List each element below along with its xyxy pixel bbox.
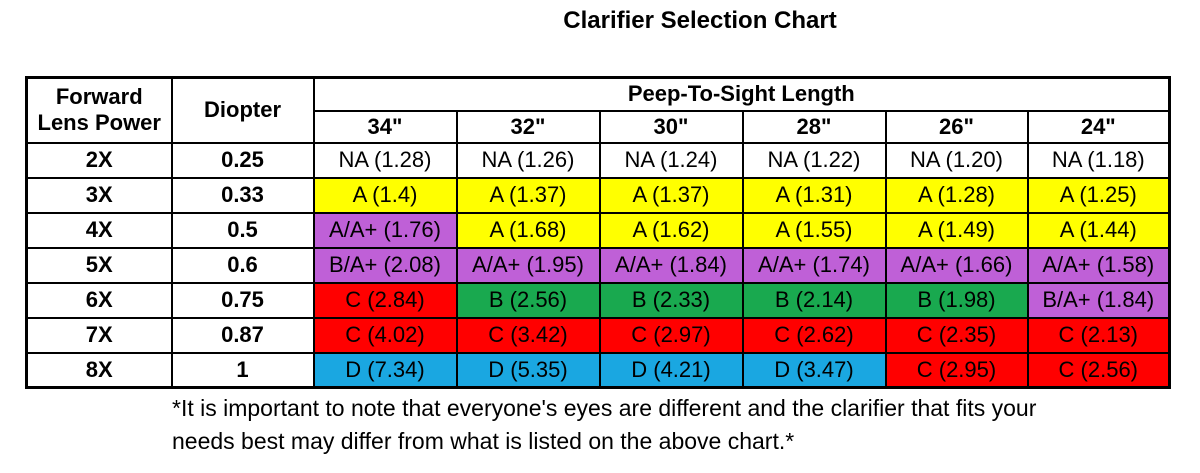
value-cell: A/A+ (1.74) bbox=[741, 246, 887, 284]
value-cell: NA (1.22) bbox=[741, 141, 887, 179]
value-cell: C (2.97) bbox=[598, 316, 744, 354]
value-cell: B/A+ (2.08) bbox=[312, 246, 458, 284]
diopter-cell: 1 bbox=[170, 351, 315, 389]
value-cell: D (3.47) bbox=[741, 351, 887, 389]
power-cell: 2X bbox=[25, 141, 173, 179]
value-cell: C (4.02) bbox=[312, 316, 458, 354]
length-col-30: 30" bbox=[598, 109, 744, 144]
power-cell: 3X bbox=[25, 176, 173, 214]
forward-lens-power-line1: Forward bbox=[55, 83, 143, 109]
value-cell: A (1.25) bbox=[1026, 176, 1171, 214]
footnote-line2: needs best may differ from what is liste… bbox=[172, 428, 795, 454]
value-cell: C (2.35) bbox=[884, 316, 1029, 354]
length-col-26: 26" bbox=[884, 109, 1029, 144]
power-cell: 6X bbox=[25, 281, 173, 319]
header-row-lengths: 34" 32" 30" 28" 26" 24" bbox=[27, 109, 1171, 144]
value-cell: NA (1.18) bbox=[1026, 141, 1171, 179]
diopter-cell: 0.75 bbox=[170, 281, 315, 319]
value-cell: A/A+ (1.95) bbox=[455, 246, 601, 284]
value-cell: D (7.34) bbox=[312, 351, 458, 389]
table-row: 3X 0.33 A (1.4) A (1.37) A (1.37) A (1.31) A… bbox=[25, 176, 1171, 214]
power-cell: 4X bbox=[25, 211, 173, 249]
table-row: 4X 0.5 A/A+ (1.76) A (1.68) A (1.62) A (1.5… bbox=[25, 211, 1171, 249]
value-cell: A (1.55) bbox=[741, 211, 887, 249]
value-cell: B (1.98) bbox=[884, 281, 1029, 319]
value-cell: D (5.35) bbox=[455, 351, 601, 389]
value-cell: C (2.13) bbox=[1026, 316, 1171, 354]
power-cell: 7X bbox=[25, 316, 173, 354]
forward-lens-power-header: Forward Lens Power bbox=[25, 76, 173, 144]
value-cell: A (1.28) bbox=[884, 176, 1029, 214]
value-cell: C (2.62) bbox=[741, 316, 887, 354]
diopter-header: Diopter bbox=[170, 76, 315, 144]
value-cell: NA (1.26) bbox=[455, 141, 601, 179]
length-col-24: 24" bbox=[1026, 109, 1171, 144]
value-cell: A (1.37) bbox=[455, 176, 601, 214]
value-cell: A (1.44) bbox=[1026, 211, 1171, 249]
power-cell: 8X bbox=[25, 351, 173, 389]
value-cell: A (1.37) bbox=[598, 176, 744, 214]
footnote: *It is important to note that everyone's… bbox=[172, 392, 1036, 458]
header-row-group: Forward Lens Power Diopter Peep-To-Sight… bbox=[25, 76, 1171, 144]
value-cell: A (1.4) bbox=[312, 176, 458, 214]
diopter-cell: 0.25 bbox=[170, 141, 315, 179]
length-col-28: 28" bbox=[741, 109, 887, 144]
value-cell: NA (1.24) bbox=[598, 141, 744, 179]
table-row: 7X 0.87 C (4.02) C (3.42) C (2.97) C (2.62)… bbox=[25, 316, 1171, 354]
peep-to-sight-length-header: Peep-To-Sight Length bbox=[312, 76, 1171, 112]
table-row: 5X 0.6 B/A+ (2.08) A/A+ (1.95) A/A+ (1.84)… bbox=[25, 246, 1171, 284]
value-cell: A (1.68) bbox=[455, 211, 601, 249]
value-cell: A/A+ (1.66) bbox=[884, 246, 1029, 284]
value-cell: C (2.84) bbox=[312, 281, 458, 319]
diopter-cell: 0.33 bbox=[170, 176, 315, 214]
value-cell: B (2.33) bbox=[598, 281, 744, 319]
table-row: 6X 0.75 C (2.84) B (2.56) B (2.33) B (2.14)… bbox=[25, 281, 1171, 319]
value-cell: NA (1.28) bbox=[312, 141, 458, 179]
length-col-32: 32" bbox=[455, 109, 601, 144]
footnote-line1: *It is important to note that everyone's… bbox=[172, 395, 1037, 421]
length-col-34: 34" bbox=[312, 109, 458, 144]
value-cell: C (2.56) bbox=[1026, 351, 1171, 389]
value-cell: A (1.62) bbox=[598, 211, 744, 249]
value-cell: A (1.31) bbox=[741, 176, 887, 214]
power-cell: 5X bbox=[25, 246, 173, 284]
table-body: 2X 0.25 NA (1.28) NA (1.26) NA (1.24) NA (1… bbox=[25, 141, 1171, 389]
forward-lens-power-line2: Lens Power bbox=[37, 110, 161, 136]
value-cell: C (2.95) bbox=[884, 351, 1029, 389]
chart-title: Clarifier Selection Chart bbox=[563, 7, 837, 34]
value-cell: NA (1.20) bbox=[884, 141, 1029, 179]
value-cell: A (1.49) bbox=[884, 211, 1029, 249]
value-cell: C (3.42) bbox=[455, 316, 601, 354]
value-cell: D (4.21) bbox=[598, 351, 744, 389]
value-cell: B (2.56) bbox=[455, 281, 601, 319]
table-row: 2X 0.25 NA (1.28) NA (1.26) NA (1.24) NA (1… bbox=[25, 141, 1171, 179]
clarifier-selection-table: Forward Lens Power Diopter Peep-To-Sight… bbox=[25, 76, 1172, 389]
value-cell: B/A+ (1.84) bbox=[1026, 281, 1171, 319]
diopter-cell: 0.6 bbox=[170, 246, 315, 284]
value-cell: A/A+ (1.58) bbox=[1026, 246, 1171, 284]
value-cell: A/A+ (1.84) bbox=[598, 246, 744, 284]
diopter-cell: 0.5 bbox=[170, 211, 315, 249]
value-cell: A/A+ (1.76) bbox=[312, 211, 458, 249]
diopter-cell: 0.87 bbox=[170, 316, 315, 354]
value-cell: B (2.14) bbox=[741, 281, 887, 319]
table-row: 8X 1 D (7.34) D (5.35) D (4.21) D (3.47) C (… bbox=[25, 351, 1171, 389]
